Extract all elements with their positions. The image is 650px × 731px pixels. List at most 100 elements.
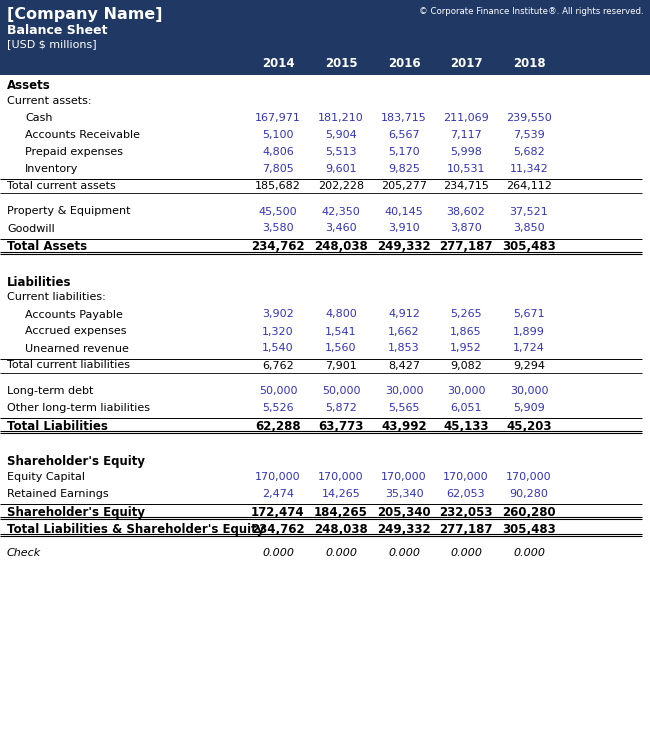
Text: 3,910: 3,910 [388, 224, 420, 233]
Text: Prepaid expenses: Prepaid expenses [25, 147, 123, 157]
Text: Balance Sheet: Balance Sheet [7, 24, 107, 37]
Bar [0, 0, 650, 75]
Text: Long-term debt: Long-term debt [7, 386, 94, 396]
Text: 205,277: 205,277 [381, 181, 427, 191]
Text: 234,715: 234,715 [443, 181, 489, 191]
Text: 4,800: 4,800 [325, 309, 357, 319]
Text: Total Assets: Total Assets [7, 240, 87, 254]
Text: Current assets:: Current assets: [7, 96, 92, 106]
Text: Unearned revenue: Unearned revenue [25, 344, 129, 354]
Text: 5,682: 5,682 [513, 147, 545, 157]
Text: 185,682: 185,682 [255, 181, 301, 191]
Text: 2,474: 2,474 [262, 489, 294, 499]
Text: 305,483: 305,483 [502, 240, 556, 254]
Text: Accounts Receivable: Accounts Receivable [25, 130, 140, 140]
Text: 205,340: 205,340 [377, 506, 431, 519]
Text: 0.000: 0.000 [513, 548, 545, 558]
Text: 62,288: 62,288 [255, 420, 301, 433]
Text: 63,773: 63,773 [318, 420, 364, 433]
Text: 5,565: 5,565 [388, 403, 420, 413]
Text: 0.000: 0.000 [262, 548, 294, 558]
Text: 2014: 2014 [262, 57, 294, 70]
Text: 42,350: 42,350 [322, 206, 360, 216]
Text: 260,280: 260,280 [502, 506, 556, 519]
Text: 3,460: 3,460 [325, 224, 357, 233]
Text: 3,580: 3,580 [262, 224, 294, 233]
Text: 248,038: 248,038 [314, 523, 368, 536]
Text: 30,000: 30,000 [510, 386, 548, 396]
Text: 50,000: 50,000 [322, 386, 360, 396]
Text: 0.000: 0.000 [325, 548, 357, 558]
Text: 30,000: 30,000 [385, 386, 423, 396]
Text: 264,112: 264,112 [506, 181, 552, 191]
Text: 277,187: 277,187 [439, 523, 493, 536]
Text: 232,053: 232,053 [439, 506, 493, 519]
Text: 5,909: 5,909 [513, 403, 545, 413]
Text: 7,901: 7,901 [325, 360, 357, 371]
Text: 1,952: 1,952 [450, 344, 482, 354]
Text: 10,531: 10,531 [447, 164, 486, 174]
Text: 3,870: 3,870 [450, 224, 482, 233]
Text: 4,806: 4,806 [262, 147, 294, 157]
Text: Property & Equipment: Property & Equipment [7, 206, 131, 216]
Text: 6,567: 6,567 [388, 130, 420, 140]
Text: Goodwill: Goodwill [7, 224, 55, 233]
Text: 50,000: 50,000 [259, 386, 297, 396]
Text: 14,265: 14,265 [322, 489, 360, 499]
Text: 5,265: 5,265 [450, 309, 482, 319]
Text: 0.000: 0.000 [388, 548, 420, 558]
Text: 11,342: 11,342 [510, 164, 549, 174]
Text: 181,210: 181,210 [318, 113, 364, 123]
Text: 234,762: 234,762 [251, 240, 305, 254]
Text: 90,280: 90,280 [510, 489, 549, 499]
Text: 249,332: 249,332 [377, 240, 431, 254]
Text: 1,899: 1,899 [513, 327, 545, 336]
Text: 37,521: 37,521 [510, 206, 549, 216]
Text: Current liabilities:: Current liabilities: [7, 292, 106, 303]
Text: 5,170: 5,170 [388, 147, 420, 157]
Text: 9,294: 9,294 [513, 360, 545, 371]
Text: Inventory: Inventory [25, 164, 79, 174]
Text: 30,000: 30,000 [447, 386, 486, 396]
Text: 1,724: 1,724 [513, 344, 545, 354]
Text: Other long-term liabilities: Other long-term liabilities [7, 403, 150, 413]
Text: Check: Check [7, 548, 41, 558]
Text: Liabilities: Liabilities [7, 276, 72, 289]
Text: 45,133: 45,133 [443, 420, 489, 433]
Text: 167,971: 167,971 [255, 113, 301, 123]
Text: 183,715: 183,715 [381, 113, 427, 123]
Text: Accounts Payable: Accounts Payable [25, 309, 123, 319]
Text: 0.000: 0.000 [450, 548, 482, 558]
Text: 172,474: 172,474 [251, 506, 305, 519]
Text: 170,000: 170,000 [255, 472, 301, 482]
Text: 202,228: 202,228 [318, 181, 364, 191]
Text: 5,671: 5,671 [514, 309, 545, 319]
Text: 170,000: 170,000 [443, 472, 489, 482]
Text: [Company Name]: [Company Name] [7, 7, 162, 22]
Text: 45,203: 45,203 [506, 420, 552, 433]
Text: 7,805: 7,805 [262, 164, 294, 174]
Text: 5,100: 5,100 [262, 130, 294, 140]
Text: 170,000: 170,000 [381, 472, 427, 482]
Text: 2017: 2017 [450, 57, 482, 70]
Text: Total current liabilities: Total current liabilities [7, 360, 130, 371]
Text: 9,601: 9,601 [325, 164, 357, 174]
Text: 3,902: 3,902 [262, 309, 294, 319]
Text: 305,483: 305,483 [502, 523, 556, 536]
Text: 239,550: 239,550 [506, 113, 552, 123]
Text: 1,865: 1,865 [450, 327, 482, 336]
Text: [USD $ millions]: [USD $ millions] [7, 39, 97, 49]
Text: 62,053: 62,053 [447, 489, 486, 499]
Text: 6,762: 6,762 [262, 360, 294, 371]
Text: 3,850: 3,850 [514, 224, 545, 233]
Text: 249,332: 249,332 [377, 523, 431, 536]
Text: Cash: Cash [25, 113, 53, 123]
Text: 1,662: 1,662 [388, 327, 420, 336]
Text: 211,069: 211,069 [443, 113, 489, 123]
Text: 170,000: 170,000 [318, 472, 364, 482]
Text: Total Liabilities & Shareholder's Equity: Total Liabilities & Shareholder's Equity [7, 523, 265, 536]
Text: 43,992: 43,992 [381, 420, 427, 433]
Text: 5,904: 5,904 [325, 130, 357, 140]
Text: 6,051: 6,051 [450, 403, 482, 413]
Text: 38,602: 38,602 [447, 206, 486, 216]
